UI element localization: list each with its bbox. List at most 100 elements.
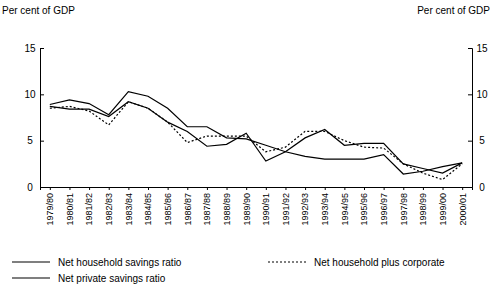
tick: 1989/90 — [242, 187, 252, 226]
tick-label: 1984/85 — [143, 193, 153, 226]
legend-label: Net private savings ratio — [58, 273, 166, 284]
tick-mark — [40, 94, 44, 95]
tick-label: 1988/89 — [222, 193, 232, 226]
tick: 1995/96 — [359, 187, 369, 226]
tick: 1991/92 — [281, 187, 291, 226]
tick: 1979/80 — [45, 187, 55, 226]
tick: 1993/94 — [320, 187, 330, 226]
tick-mark — [69, 187, 70, 190]
tick: 1984/85 — [143, 187, 153, 226]
plot-area — [50, 92, 462, 180]
legend-swatch — [12, 277, 50, 278]
y-axis: 0 5 10 15 — [24, 43, 44, 193]
tick-label: 1994/95 — [340, 193, 350, 226]
tick: 1980/81 — [65, 187, 75, 226]
tick: 10 — [24, 89, 44, 100]
tick: 1997/98 — [399, 187, 409, 226]
tick-mark — [443, 187, 444, 190]
tick-mark — [109, 187, 110, 190]
y2-axis: 0 5 10 15 — [468, 43, 488, 193]
chart: 0 5 10 15 0 5 10 15 1979/80 1980/81 1981/82 1982/83… — [0, 0, 492, 303]
tick: 2000/01 — [458, 187, 468, 226]
tick-label: 0 — [27, 182, 33, 193]
tick-label: 1998/99 — [418, 193, 428, 226]
tick-label: 1999/00 — [438, 193, 448, 226]
tick-label: 1981/82 — [84, 193, 94, 226]
tick-mark — [246, 187, 247, 190]
tick: 5 — [468, 135, 485, 146]
tick-mark — [462, 187, 463, 190]
tick: 1981/82 — [84, 187, 94, 226]
tick-label: 0 — [479, 182, 485, 193]
tick: 1992/93 — [300, 187, 310, 226]
legend-label: Net household plus corporate — [314, 257, 445, 268]
tick-mark — [384, 187, 385, 190]
tick-label: 1995/96 — [359, 193, 369, 226]
series-line — [50, 102, 462, 173]
tick-mark — [468, 141, 472, 142]
tick-mark — [40, 48, 44, 49]
series-line — [50, 102, 462, 180]
tick: 1998/99 — [418, 187, 428, 226]
tick-mark — [403, 187, 404, 190]
tick: 1996/97 — [379, 187, 389, 226]
tick-label: 1993/94 — [320, 193, 330, 226]
tick-label: 5 — [479, 135, 485, 146]
tick-label: 1980/81 — [65, 193, 75, 226]
tick-mark — [89, 187, 90, 190]
tick-label: 1986/87 — [183, 193, 193, 226]
tick-mark — [325, 187, 326, 190]
tick: 1999/00 — [438, 187, 448, 226]
tick-label: 1991/92 — [281, 193, 291, 226]
tick: 1983/84 — [124, 187, 134, 226]
tick-mark — [128, 187, 129, 190]
tick-mark — [187, 187, 188, 190]
tick-mark — [266, 187, 267, 190]
tick: 10 — [468, 89, 488, 100]
tick: 15 — [24, 43, 44, 54]
tick-mark — [50, 187, 51, 190]
tick-mark — [285, 187, 286, 190]
tick-label: 2000/01 — [458, 193, 468, 226]
tick-label: 5 — [27, 135, 33, 146]
tick-mark — [344, 187, 345, 190]
tick-mark — [305, 187, 306, 190]
tick: 1986/87 — [183, 187, 193, 226]
tick-label: 1982/83 — [104, 193, 114, 226]
x-axis-line — [41, 188, 473, 191]
tick-label: 1987/88 — [202, 193, 212, 226]
tick: 15 — [468, 43, 488, 54]
tick-mark — [468, 94, 472, 95]
tick-label: 15 — [476, 43, 488, 54]
tick-label: 10 — [476, 89, 488, 100]
tick: 1987/88 — [202, 187, 212, 226]
tick-label: 1985/86 — [163, 193, 173, 226]
tick: 1982/83 — [104, 187, 114, 226]
legend-label: Net household savings ratio — [58, 257, 182, 268]
tick-mark — [423, 187, 424, 190]
y-axis-title: Per cent of GDP — [2, 5, 75, 16]
tick-label: 10 — [24, 89, 36, 100]
legend: Net household savings ratio Net household… — [12, 257, 445, 284]
tick-mark — [207, 187, 208, 190]
tick-label: 1997/98 — [399, 193, 409, 226]
tick-label: 1979/80 — [45, 193, 55, 226]
tick-label: 1989/90 — [242, 193, 252, 226]
tick-mark — [168, 187, 169, 190]
tick-label: 1996/97 — [379, 193, 389, 226]
legend-swatch — [12, 261, 50, 262]
tick-mark — [40, 141, 44, 142]
y2-axis-line — [468, 49, 473, 188]
y2-axis-title: Per cent of GDP — [417, 5, 490, 16]
tick: 1994/95 — [340, 187, 350, 226]
tick-label: 1990/91 — [261, 193, 271, 226]
tick-label: 1992/93 — [300, 193, 310, 226]
tick-label: 1983/84 — [124, 193, 134, 226]
tick-mark — [227, 187, 228, 190]
legend-swatch — [268, 261, 306, 262]
tick: 1988/89 — [222, 187, 232, 226]
tick-mark — [468, 48, 472, 49]
x-axis: 1979/80 1980/81 1981/82 1982/83 1983/84 1984/… — [41, 187, 473, 226]
tick: 5 — [27, 135, 44, 146]
tick-mark — [148, 187, 149, 190]
